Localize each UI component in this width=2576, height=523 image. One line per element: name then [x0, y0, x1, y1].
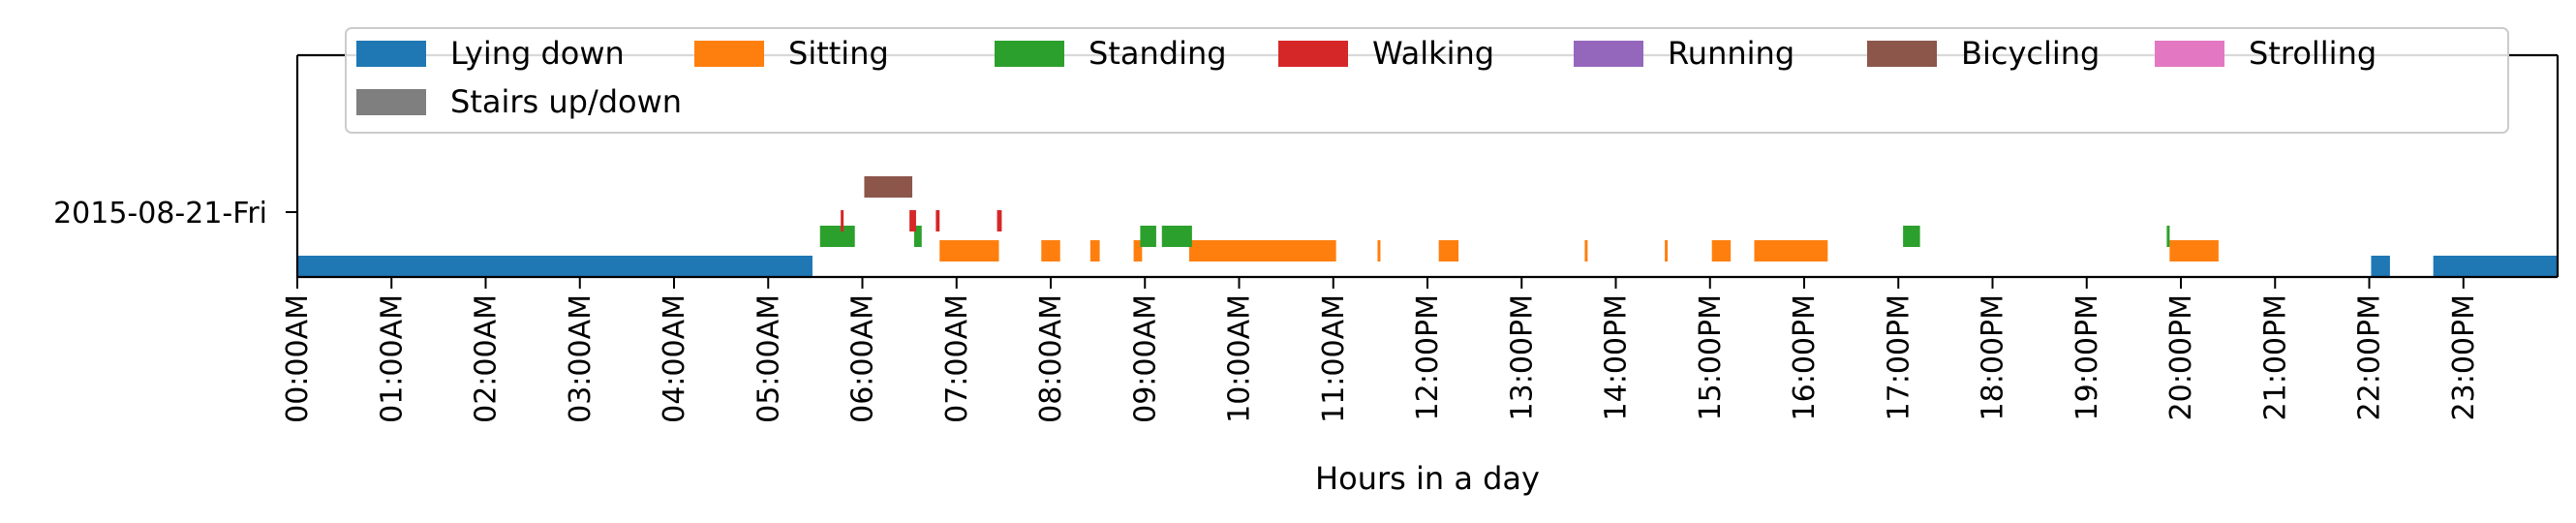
legend-swatch-lying-down [356, 41, 426, 67]
x-tick-label: 02:00AM [470, 294, 504, 423]
legend-frame [345, 27, 2509, 134]
legend-label-running: Running [1668, 35, 1794, 72]
x-tick-label: 15:00PM [1694, 294, 1728, 420]
x-tick-label: 19:00PM [2070, 294, 2104, 420]
bar-bicycling [864, 176, 913, 198]
bar-standing [913, 226, 922, 247]
bar-walking [935, 210, 940, 231]
legend-swatch-walking [1278, 41, 1348, 67]
bar-sitting [1438, 240, 1459, 262]
bar-sitting [1377, 240, 1381, 262]
x-tick-label: 13:00PM [1505, 294, 1539, 420]
x-tick-label: 08:00AM [1034, 294, 1068, 423]
x-tick-label: 16:00PM [1788, 294, 1822, 420]
bar-sitting [1711, 240, 1732, 262]
bars-layer [297, 176, 2558, 277]
bar-sitting [1665, 240, 1669, 262]
bar-walking [841, 210, 844, 231]
x-tick-label: 00:00AM [281, 294, 315, 423]
legend-swatch-stairs-up-down [356, 89, 426, 115]
bar-standing [2166, 226, 2170, 247]
bar-sitting [1089, 240, 1100, 262]
legend-label-lying-down: Lying down [450, 35, 625, 72]
legend: Lying down Sitting Standing Walking Running B… [345, 27, 2509, 134]
x-tick-label: 20:00PM [2164, 294, 2198, 420]
bar-lying-down [297, 256, 813, 277]
legend-label-standing: Standing [1089, 35, 1227, 72]
x-tick-label: 04:00AM [658, 294, 691, 423]
x-tick-label: 17:00PM [1882, 294, 1916, 420]
legend-label-stairs-up-down: Stairs up/down [450, 83, 682, 120]
x-tick-label: 01:00AM [375, 294, 409, 423]
x-axis-title: Hours in a day [1315, 460, 1540, 497]
x-tick-label: 10:00AM [1223, 294, 1257, 423]
legend-label-bicycling: Bicycling [1961, 35, 2100, 72]
x-tick-label: 06:00AM [846, 294, 880, 423]
legend-swatch-standing [995, 41, 1064, 67]
x-tick-label: 21:00PM [2258, 294, 2292, 420]
x-tick-label: 14:00PM [1600, 294, 1634, 420]
bar-walking [997, 210, 1002, 231]
x-tick-label: 09:00AM [1128, 294, 1162, 423]
bar-sitting [2169, 240, 2219, 262]
bar-sitting [1041, 240, 1060, 262]
legend-swatch-bicycling [1867, 41, 1937, 67]
bar-sitting [939, 240, 999, 262]
bar-sitting [1188, 240, 1336, 262]
x-tick-label: 22:00PM [2353, 294, 2387, 420]
x-tick-label: 05:00AM [751, 294, 785, 423]
bar-walking [909, 210, 916, 231]
legend-swatch-running [1574, 41, 1643, 67]
x-ticks: 00:00AM 01:00AM 02:00AM 03:00AM 04:00AM 05:00… [281, 277, 2481, 423]
legend-swatch-sitting [694, 41, 764, 67]
bar-sitting [1133, 240, 1143, 262]
x-tick-label: 12:00PM [1411, 294, 1445, 420]
bar-lying-down [2371, 256, 2390, 277]
x-tick-label: 03:00AM [564, 294, 598, 423]
bar-standing [1161, 226, 1192, 247]
legend-label-walking: Walking [1372, 35, 1494, 72]
bar-standing [1140, 226, 1156, 247]
legend-label-sitting: Sitting [788, 35, 889, 72]
legend-label-strolling: Strolling [2249, 35, 2377, 72]
x-tick-label: 11:00AM [1317, 294, 1351, 423]
legend-swatch-strolling [2155, 41, 2224, 67]
bar-lying-down [2433, 256, 2558, 277]
bar-sitting [1584, 240, 1588, 262]
x-tick-label: 18:00PM [1977, 294, 2010, 420]
x-tick-label: 23:00PM [2447, 294, 2481, 420]
x-tick-label: 07:00AM [940, 294, 974, 423]
bar-standing [1903, 226, 1920, 247]
bar-standing [819, 226, 855, 247]
bar-sitting [1754, 240, 1828, 262]
y-tick-label: 2015-08-21-Fri [53, 197, 267, 231]
